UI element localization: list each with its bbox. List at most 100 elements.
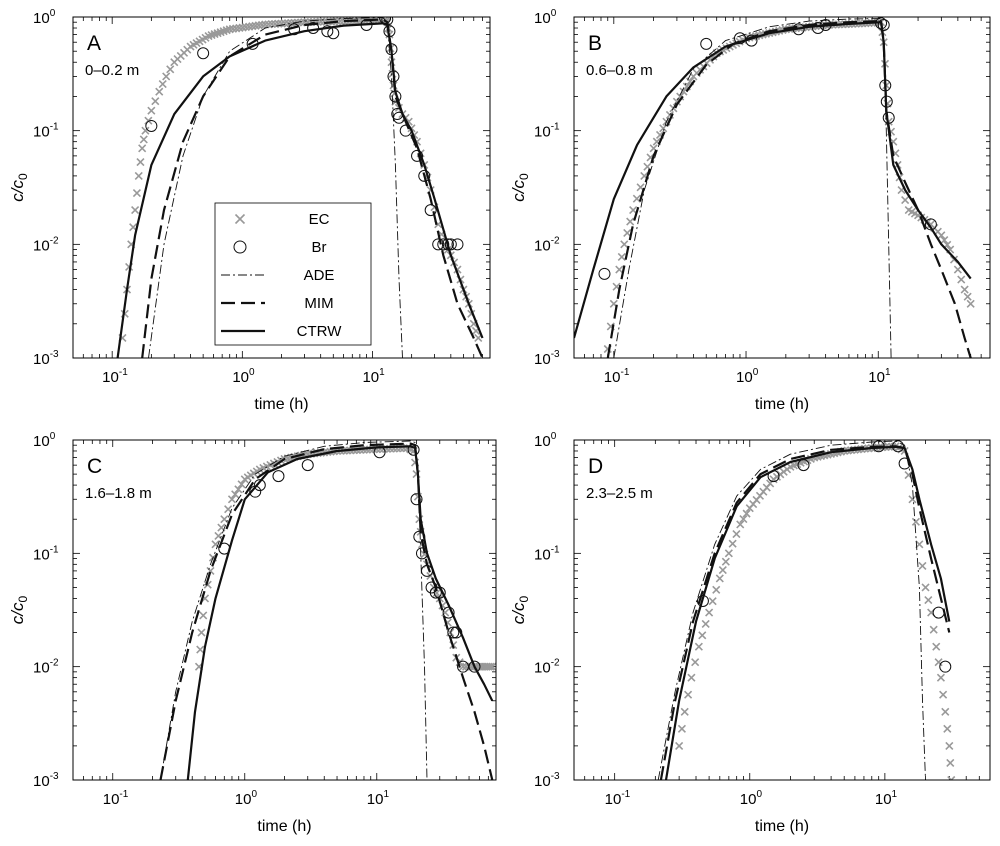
ec-marker [141,126,150,135]
ec-marker [732,529,741,539]
ec-marker [946,758,955,768]
ec-marker [623,228,632,237]
ec-marker [932,642,941,651]
ec-marker [941,707,950,716]
y-axis-label: c/c0 [8,595,30,624]
y-tick-label: 10-1 [534,122,560,141]
ec-marker [261,20,270,29]
br-marker [145,119,158,132]
ec-marker [617,252,626,262]
legend: EC Br ADE MIM CTRW [214,202,372,346]
y-axis-label: c/c0 [509,173,531,202]
series-mim-line [606,20,972,358]
y-tick-label: 100 [534,8,557,27]
br-marker [441,238,454,251]
series-mim-line [141,18,484,358]
x-tick-label: 100 [740,789,763,808]
ec-marker [675,741,684,750]
ec-marker [297,18,306,27]
ec-marker [158,80,167,89]
legend-ec-marker [234,213,246,225]
y-axis-label: c/c0 [8,173,30,202]
series-mim-line [159,442,494,780]
axes-frame [72,16,491,359]
y-tick-label: 100 [534,431,557,450]
y-tick-label: 10-3 [534,771,560,790]
ec-marker [691,658,700,667]
ec-marker [132,188,141,198]
ec-marker [742,509,751,518]
ec-marker [687,673,696,682]
x-tick-label: 101 [367,789,390,808]
br-marker [410,493,423,506]
series-ec [603,18,975,354]
ec-marker [441,608,450,617]
ec-marker [934,658,943,667]
plot-area [116,17,484,358]
ec-marker [211,540,220,549]
ec-marker [319,17,329,26]
ec-marker [940,236,949,245]
ec-marker [151,97,160,106]
ec-marker [488,662,496,671]
ec-marker [957,275,966,284]
ec-marker [966,299,975,308]
chart-panel-A: 10-1 100 101 10-3 10-2 10-1 100 time (h) c/c0 A 0–… [8,8,491,413]
ec-marker [947,775,956,780]
x-axis-label: time (h) [755,396,809,413]
ec-marker [715,574,724,583]
ec-marker [939,690,948,699]
ec-marker [197,628,206,637]
ec-marker [615,265,624,274]
ec-marker [206,566,215,575]
ec-marker [901,196,910,205]
ec-marker [147,106,156,115]
series-ade-line [160,440,428,780]
x-tick-label: 100 [232,367,255,386]
y-axis-label: c/c0 [509,595,531,624]
x-tick-label: 10-1 [604,367,630,386]
ec-marker [936,673,945,682]
x-axis-label: time (h) [257,818,311,835]
br-marker [932,606,945,619]
ec-marker [458,662,468,671]
br-marker [598,267,611,280]
ec-marker [921,583,930,592]
ec-marker [227,495,237,504]
ec-marker [237,480,246,489]
series-ctrw-line [186,445,494,780]
plot-area [159,440,496,780]
ec-marker [963,292,972,301]
series-br [598,17,937,280]
br-marker [307,22,320,35]
legend-label: Br [312,239,327,256]
ec-marker [162,72,171,81]
ec-marker [626,217,635,226]
ec-marker [139,135,148,144]
br-marker [321,25,334,38]
ec-marker [138,144,147,153]
ec-marker [672,97,681,106]
ec-marker [718,566,727,575]
br-marker [272,470,285,483]
ec-marker [918,561,927,570]
br-marker [811,22,824,35]
chart-panel-C: 10-1 100 101 10-3 10-2 10-1 100 time (h) c/c0 C 1.… [8,431,497,835]
axes-frame [573,439,991,781]
ec-marker [155,87,164,96]
ec-marker [214,531,223,541]
ec-marker [131,206,140,215]
series-ade-line [657,440,926,780]
ec-marker [680,707,689,716]
series-ctrw-line [116,22,484,358]
ec-marker [199,611,208,620]
ec-marker [486,662,495,671]
y-tick-label: 100 [33,431,56,450]
ec-marker [336,17,345,26]
legend-box [214,202,372,346]
br-marker [877,19,890,32]
ec-marker [721,557,730,566]
x-tick-label: 100 [736,367,759,386]
y-tick-label: 10-1 [534,544,560,563]
